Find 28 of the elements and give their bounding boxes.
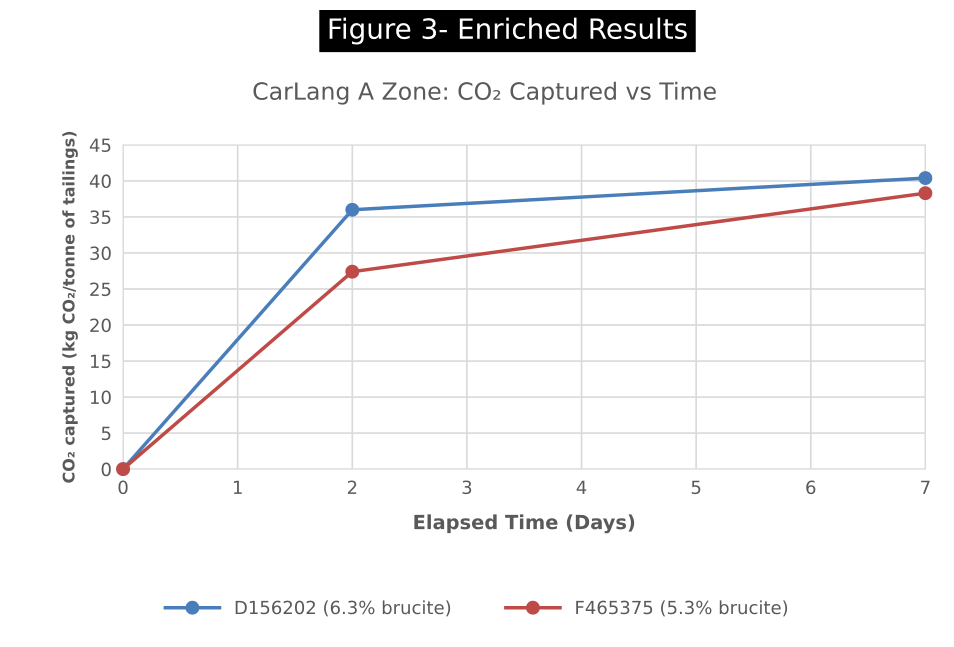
y-tick-label: 45 — [90, 138, 110, 152]
point — [918, 171, 932, 186]
y-tick-label: 5 — [102, 426, 110, 440]
x-tick-label: 6 — [806, 480, 816, 494]
point — [918, 186, 932, 200]
x-tick-label: 0 — [118, 480, 128, 494]
legend-label: D156202 (6.3% brucite) — [236, 600, 450, 616]
chart-title: Figure 3- Enriched Results — [330, 18, 687, 44]
y-tick-label: 20 — [90, 318, 111, 332]
x-tick-label: 2 — [348, 480, 356, 494]
x-tick-label: 4 — [576, 480, 586, 494]
x-tick-label: 7 — [921, 480, 930, 494]
y-tick-label: 0 — [102, 462, 111, 476]
y-axis-title: CO₂ captured (kg CO₂/tonne of tailings) — [62, 132, 78, 483]
point — [345, 202, 360, 217]
x-tick-label: 1 — [234, 480, 242, 494]
x-axis-title: Elapsed Time (Days) — [414, 514, 634, 534]
point — [345, 264, 360, 279]
y-tick-label: 15 — [90, 354, 110, 368]
legend-label: F465375 (5.3% brucite) — [576, 600, 788, 616]
y-tick-label: 35 — [90, 210, 110, 224]
chart-subtitle: CarLang A Zone: CO₂ Captured vs Time — [253, 82, 716, 105]
y-tick-label: 10 — [90, 390, 111, 404]
x-tick-label: 3 — [462, 480, 472, 494]
y-tick-label: 40 — [90, 174, 111, 188]
y-tick-label: 25 — [90, 282, 110, 296]
x-tick-label: 5 — [692, 480, 700, 494]
y-tick-label: 30 — [90, 246, 111, 260]
